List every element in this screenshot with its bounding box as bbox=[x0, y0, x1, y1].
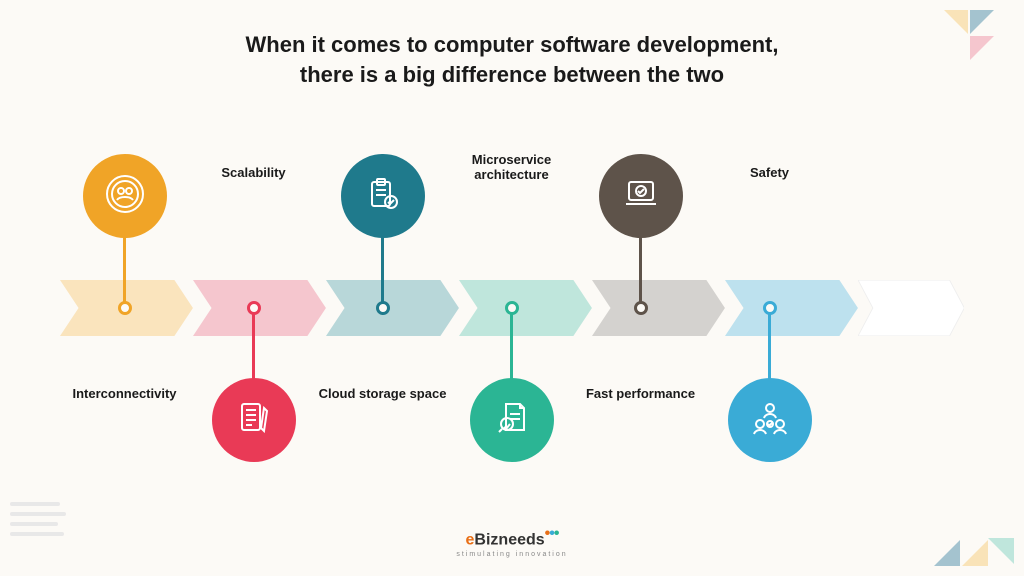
step-circle bbox=[728, 378, 812, 462]
timeline-arrow-segment bbox=[459, 280, 592, 336]
step-circle bbox=[212, 378, 296, 462]
pin-dot bbox=[634, 301, 648, 315]
step-label: Fast performance bbox=[566, 386, 716, 401]
decor-top-right bbox=[944, 10, 1014, 80]
pin-dot bbox=[376, 301, 390, 315]
decor-bottom-left bbox=[10, 496, 70, 546]
step-circle bbox=[341, 154, 425, 238]
step-circle bbox=[599, 154, 683, 238]
step-label: Safety bbox=[695, 165, 845, 180]
step-label: Scalability bbox=[179, 165, 329, 180]
timeline-arrow-segment bbox=[326, 280, 459, 336]
brand-tagline: stimulating innovation bbox=[456, 551, 567, 558]
brand-logo: eBizneeds••• stimulating innovation bbox=[456, 525, 567, 558]
brand-e: e bbox=[466, 531, 475, 548]
timeline-arrow-segment bbox=[592, 280, 725, 336]
document-pencil-icon bbox=[232, 396, 276, 445]
pin-dot bbox=[118, 301, 132, 315]
page-title: When it comes to computer software devel… bbox=[0, 0, 1024, 89]
people-graph-icon bbox=[748, 396, 792, 445]
clipboard-check-icon bbox=[361, 172, 405, 221]
people-circle-icon bbox=[103, 172, 147, 221]
brand-rest: Bizneeds bbox=[474, 531, 544, 548]
pin-dot bbox=[763, 301, 777, 315]
brand-dots-icon: ••• bbox=[545, 525, 559, 543]
pin-dot bbox=[505, 301, 519, 315]
title-line-2: there is a big difference between the tw… bbox=[300, 62, 724, 87]
step-label: Interconnectivity bbox=[50, 386, 200, 401]
title-line-1: When it comes to computer software devel… bbox=[246, 32, 779, 57]
handshake-laptop-icon bbox=[619, 172, 663, 221]
step-circle bbox=[470, 378, 554, 462]
pin-dot bbox=[247, 301, 261, 315]
step-label: Cloud storage space bbox=[308, 386, 458, 401]
doc-magnify-icon bbox=[490, 396, 534, 445]
timeline-arrow-segment bbox=[725, 280, 858, 336]
timeline-arrow-tail bbox=[858, 280, 964, 336]
decor-bottom-right bbox=[934, 521, 1014, 566]
step-label: Microservice architecture bbox=[437, 152, 587, 182]
step-circle bbox=[83, 154, 167, 238]
